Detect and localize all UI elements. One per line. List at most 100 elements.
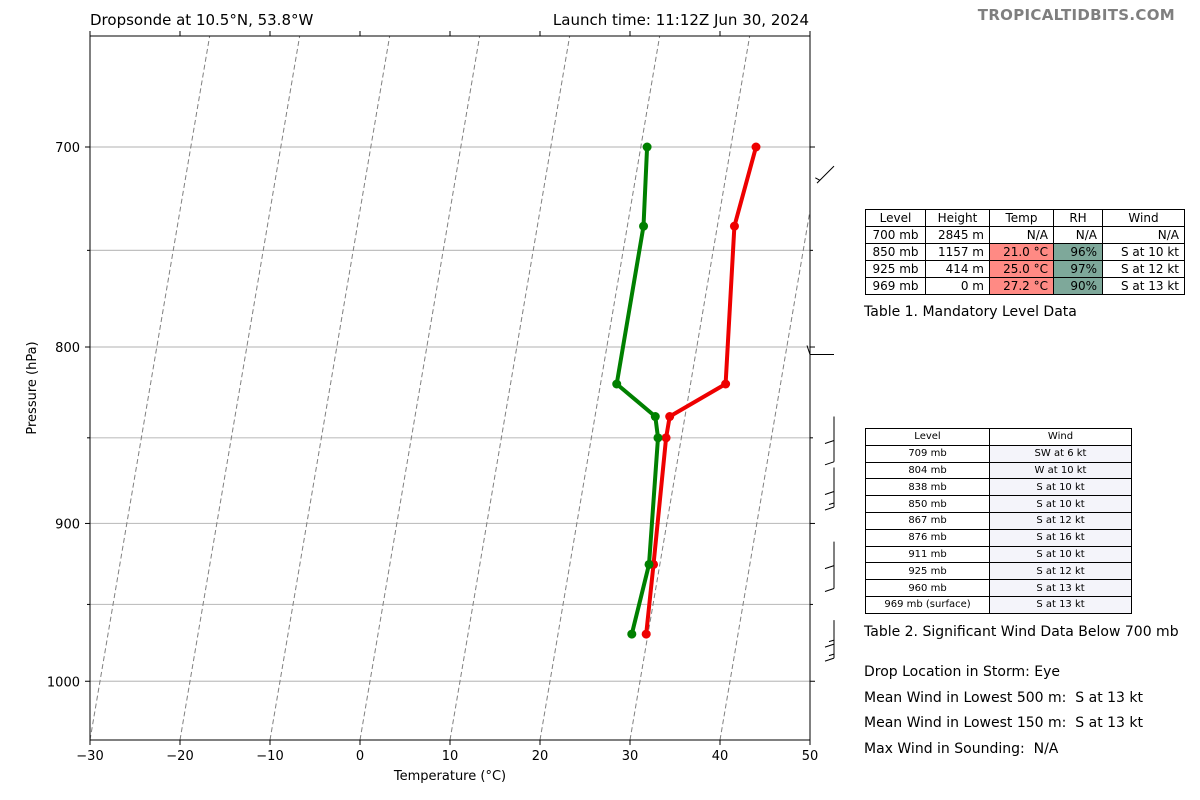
cell-wind: S at 10 kt bbox=[989, 495, 1132, 513]
cell-wind: S at 12 kt bbox=[989, 562, 1132, 581]
cell-wind: S at 10 kt bbox=[989, 478, 1132, 497]
x-tick-label: 0 bbox=[356, 749, 364, 764]
cell-wind: S at 13 kt bbox=[989, 595, 1132, 614]
cell-level: 925 mb bbox=[865, 260, 926, 278]
wind-barb bbox=[824, 620, 835, 648]
temperature-point bbox=[641, 629, 651, 639]
cell-level: 804 mb bbox=[865, 461, 990, 480]
table-row: 804 mb W at 10 kt bbox=[865, 461, 1132, 480]
mandatory-table-caption: Table 1. Mandatory Level Data bbox=[864, 304, 1077, 320]
chart-axes: −30 −20 −10 0 10 20 30 40 50 700 800 900 1000 bbox=[47, 31, 818, 764]
temperature-point bbox=[721, 379, 731, 389]
dewpoint-point bbox=[639, 221, 649, 231]
cell-temp: 21.0 °C bbox=[989, 243, 1054, 261]
temperature-point bbox=[729, 221, 739, 231]
mandatory-level-table: Level Height Temp RH Wind 700 mb 2845 m N/… bbox=[865, 209, 1185, 295]
mean-wind-150m-text: Mean Wind in Lowest 150 m: S at 13 kt bbox=[864, 715, 1144, 731]
table-row: 700 mb 2845 m N/A N/A N/A bbox=[865, 226, 1185, 244]
drop-location-text: Drop Location in Storm: Eye bbox=[864, 664, 1061, 680]
cell-level: 867 mb bbox=[865, 511, 990, 530]
wind-barb bbox=[824, 467, 835, 495]
dewpoint-point bbox=[650, 412, 660, 422]
x-tick-label: 20 bbox=[532, 749, 549, 764]
x-tick-label: −10 bbox=[256, 749, 283, 764]
column-header-wind: Wind bbox=[1102, 209, 1185, 227]
isotherm-line bbox=[809, 737, 810, 740]
significant-wind-table-wrap: Level Wind 709 mb SW at 6 kt 804 mb W at 10… bbox=[865, 428, 1132, 614]
x-tick-label: 10 bbox=[442, 749, 459, 764]
cell-wind: S at 10 kt bbox=[1102, 243, 1185, 261]
wind-barb bbox=[824, 564, 835, 592]
cell-temp: N/A bbox=[989, 226, 1054, 244]
x-tick-label: 30 bbox=[622, 749, 639, 764]
cell-temp: 25.0 °C bbox=[989, 260, 1054, 278]
cell-height: 0 m bbox=[925, 277, 990, 295]
column-header-level: Level bbox=[865, 428, 990, 446]
wind-barb bbox=[824, 416, 835, 444]
cell-wind: S at 12 kt bbox=[1102, 260, 1185, 278]
max-wind-text: Max Wind in Sounding: N/A bbox=[864, 741, 1059, 757]
cell-level: 960 mb bbox=[865, 579, 990, 597]
x-axis-label: Temperature (°C) bbox=[393, 769, 506, 784]
x-tick-label: −20 bbox=[166, 749, 193, 764]
isotherm-line bbox=[449, 36, 571, 740]
cell-level: 969 mb bbox=[865, 277, 926, 295]
cell-level: 876 mb bbox=[865, 528, 990, 547]
table-row: 960 mb S at 13 kt bbox=[865, 579, 1132, 597]
dewpoint-point bbox=[644, 559, 654, 569]
mean-wind-500m-text: Mean Wind in Lowest 500 m: S at 13 kt bbox=[864, 690, 1144, 706]
column-header-wind: Wind bbox=[989, 428, 1132, 446]
table-row: 911 mb S at 10 kt bbox=[865, 545, 1132, 564]
y-tick-label: 900 bbox=[55, 517, 80, 532]
cell-height: 2845 m bbox=[925, 226, 990, 244]
cell-wind: N/A bbox=[1102, 226, 1185, 244]
wind-barb bbox=[806, 345, 834, 355]
y-tick-label: 700 bbox=[55, 141, 80, 156]
column-header-height: Height bbox=[925, 209, 990, 227]
cell-level: 925 mb bbox=[865, 562, 990, 581]
cell-wind: S at 12 kt bbox=[989, 511, 1132, 530]
dewpoint-point bbox=[612, 379, 622, 389]
column-header-temp: Temp bbox=[989, 209, 1054, 227]
table-row: 876 mb S at 16 kt bbox=[865, 528, 1132, 547]
wind-barbs bbox=[806, 165, 835, 662]
significant-wind-table: Level Wind 709 mb SW at 6 kt 804 mb W at 10… bbox=[865, 428, 1132, 614]
temperature-point bbox=[665, 412, 675, 422]
isotherm-line bbox=[719, 207, 810, 740]
cell-level: 969 mb (surface) bbox=[865, 595, 990, 614]
cell-wind: S at 13 kt bbox=[1102, 277, 1185, 295]
isotherm-line bbox=[179, 36, 301, 740]
wind-barb bbox=[824, 437, 835, 466]
table-row: 850 mb 1157 m 21.0 °C 96% S at 10 kt bbox=[865, 243, 1185, 261]
dewpoint-point bbox=[653, 433, 663, 443]
cell-rh: 90% bbox=[1053, 277, 1103, 295]
cell-wind: S at 10 kt bbox=[989, 545, 1132, 564]
temperature-point bbox=[751, 142, 761, 152]
cell-height: 414 m bbox=[925, 260, 990, 278]
isotherm-line bbox=[359, 36, 481, 740]
wind-barb bbox=[815, 165, 835, 184]
y-tick-label: 800 bbox=[55, 341, 80, 356]
table-row: 969 mb 0 m 27.2 °C 90% S at 13 kt bbox=[865, 277, 1185, 295]
isotherm-line bbox=[269, 36, 391, 740]
significant-wind-table-caption: Table 2. Significant Wind Data Below 700… bbox=[864, 624, 1179, 640]
wind-barb bbox=[824, 634, 835, 662]
table-row: 850 mb S at 10 kt bbox=[865, 495, 1132, 513]
cell-level: 709 mb bbox=[865, 444, 990, 463]
isotherm-line bbox=[629, 36, 751, 740]
cell-wind: W at 10 kt bbox=[989, 461, 1132, 480]
chart-grid bbox=[90, 146, 810, 682]
isotherm-line bbox=[90, 36, 211, 740]
isotherm-line bbox=[539, 36, 661, 740]
cell-wind: S at 16 kt bbox=[989, 528, 1132, 547]
table-row: 969 mb (surface) S at 13 kt bbox=[865, 595, 1132, 614]
wind-barb bbox=[824, 541, 835, 570]
cell-level: 911 mb bbox=[865, 545, 990, 564]
cell-level: 838 mb bbox=[865, 478, 990, 497]
table-header-row: Level Wind bbox=[865, 428, 1132, 446]
cell-height: 1157 m bbox=[925, 243, 990, 261]
cell-level: 850 mb bbox=[865, 495, 990, 513]
table-row: 838 mb S at 10 kt bbox=[865, 478, 1132, 497]
dewpoint-point bbox=[627, 629, 637, 639]
brand-watermark: TROPICALTIDBITS.COM bbox=[977, 6, 1175, 24]
